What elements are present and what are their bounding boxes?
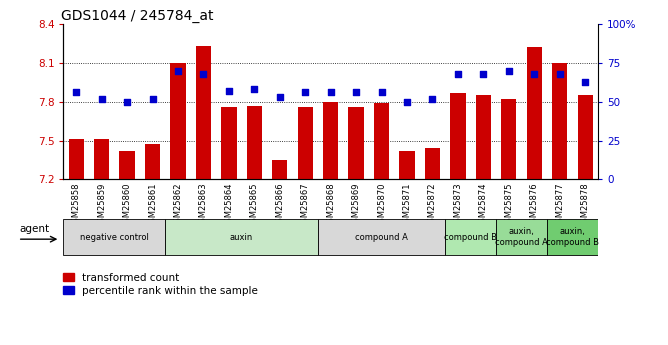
Point	[122, 99, 132, 105]
Point	[275, 94, 285, 100]
Bar	[323, 102, 338, 179]
Text: auxin: auxin	[230, 233, 253, 242]
Point	[351, 90, 361, 95]
Point	[300, 90, 311, 95]
Bar	[349, 107, 364, 179]
Bar	[425, 148, 440, 179]
Point	[198, 71, 209, 77]
Text: agent: agent	[19, 224, 49, 234]
Text: negative control: negative control	[80, 233, 149, 242]
Text: compound A: compound A	[355, 233, 408, 242]
Point	[96, 96, 107, 101]
Text: compound B: compound B	[444, 233, 497, 242]
Bar	[69, 139, 84, 179]
Bar	[196, 46, 211, 179]
Bar	[547, 219, 598, 255]
Legend: transformed count, percentile rank within the sample: transformed count, percentile rank withi…	[63, 273, 258, 296]
Bar	[476, 95, 491, 179]
Bar	[501, 99, 516, 179]
Point	[504, 68, 514, 73]
Text: auxin,
compound A: auxin, compound A	[495, 227, 548, 247]
Bar	[221, 107, 236, 179]
Point	[427, 96, 438, 101]
Text: auxin,
compound B: auxin, compound B	[546, 227, 599, 247]
Bar	[63, 219, 165, 255]
Bar	[272, 160, 287, 179]
Point	[147, 96, 158, 101]
Point	[478, 71, 489, 77]
Point	[325, 90, 336, 95]
Bar	[318, 219, 445, 255]
Point	[71, 90, 81, 95]
Point	[224, 88, 234, 93]
Bar	[170, 63, 186, 179]
Bar	[94, 139, 110, 179]
Point	[529, 71, 540, 77]
Point	[172, 68, 183, 73]
Point	[249, 87, 260, 92]
Bar	[165, 219, 318, 255]
Point	[376, 90, 387, 95]
Bar	[526, 48, 542, 179]
Bar	[120, 151, 135, 179]
Point	[580, 79, 591, 84]
Text: GDS1044 / 245784_at: GDS1044 / 245784_at	[61, 9, 213, 23]
Bar	[445, 219, 496, 255]
Point	[554, 71, 565, 77]
Bar	[496, 219, 547, 255]
Bar	[246, 106, 262, 179]
Point	[401, 99, 412, 105]
Point	[452, 71, 463, 77]
Bar	[578, 95, 593, 179]
Bar	[552, 63, 567, 179]
Bar	[297, 107, 313, 179]
Bar	[145, 145, 160, 179]
Bar	[450, 93, 466, 179]
Bar	[374, 103, 389, 179]
Bar	[399, 151, 415, 179]
